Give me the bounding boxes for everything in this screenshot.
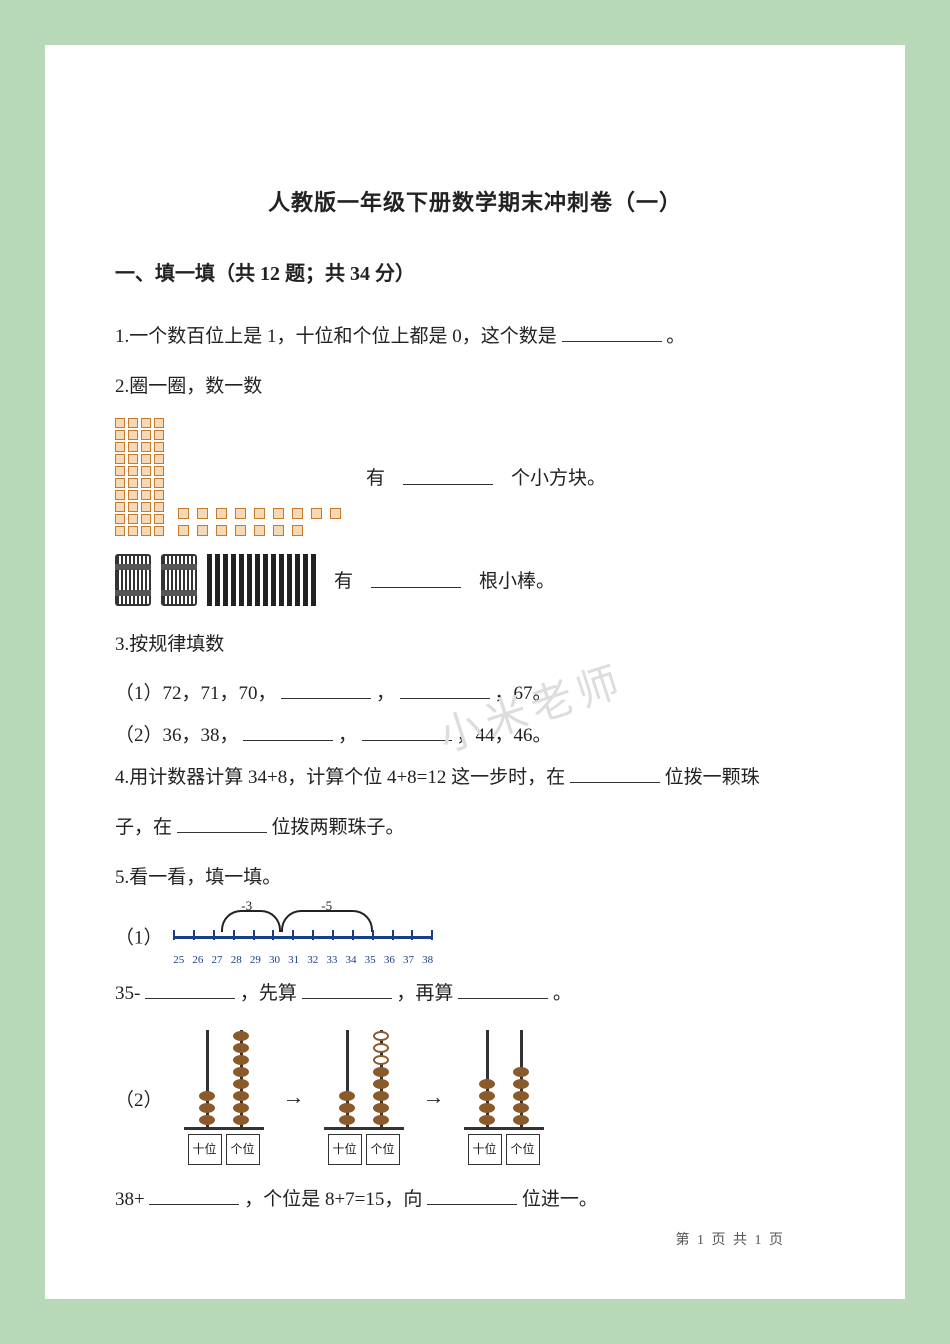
q5-1-mid2: ，再算 [396, 983, 453, 1004]
q2a-mid: 有 [366, 463, 385, 490]
q3-2-blank1 [243, 722, 333, 741]
q5-2-blank2 [427, 1186, 517, 1205]
q5-2-end: 位进一。 [522, 1189, 598, 1210]
q2b-mid: 有 [334, 566, 353, 593]
q4-b: 位拨一颗珠 [665, 767, 760, 788]
question-2-lead: 2.圈一圈，数一数 [115, 366, 835, 408]
q3-2-blank2 [362, 722, 452, 741]
blocks-figure [115, 418, 348, 536]
number-line-figure: -3 -5 2526272829303132333435363738 [173, 906, 433, 972]
abacus-2: 十位个位 [319, 1030, 409, 1164]
abacus-1: 十位个位 [179, 1030, 269, 1164]
numline-labels: 2526272829303132333435363738 [173, 948, 433, 972]
question-3-lead: 3.按规律填数 [115, 624, 835, 666]
q3-1-pre: （1）72，71，70， [115, 683, 277, 704]
q5-1-blank1 [145, 980, 235, 999]
q3-2-sep: ， [338, 725, 357, 746]
q4-blank1 [570, 764, 660, 783]
q1-text: 1.一个数百位上是 1，十位和个位上都是 0，这个数是 [115, 326, 557, 347]
arrow-icon: → [423, 1073, 445, 1121]
numline-arc1-label: -3 [241, 892, 252, 921]
sticks-figure [115, 554, 316, 606]
numline-arc2-label: -5 [321, 892, 332, 921]
ones-scatter [178, 484, 348, 536]
question-1: 1.一个数百位上是 1，十位和个位上都是 0，这个数是 。 [115, 316, 835, 358]
abacus-3: 十位个位 [459, 1030, 549, 1164]
q3-1: （1）72，71，70， ， ，67。 [115, 673, 835, 715]
section-heading: 一、填一填（共 12 题；共 34 分） [115, 257, 835, 286]
q5-1-pre: 35- [115, 983, 140, 1004]
q5-1-mid1: ，先算 [240, 983, 297, 1004]
q5-1-blank3 [458, 980, 548, 999]
exam-page: 小米老师 人教版一年级下册数学期末冲刺卷（一） 一、填一填（共 12 题；共 3… [45, 45, 905, 1299]
q5-1-line: 35- ，先算 ，再算 。 [115, 973, 835, 1015]
q4-d: 位拨两颗珠子。 [272, 817, 405, 838]
q3-1-sep: ， [376, 683, 395, 704]
q5-2-blank1 [149, 1186, 239, 1205]
page-footer: 第 1 页 共 1 页 [676, 1229, 786, 1249]
stick-bundle [161, 554, 197, 606]
tens-columns [115, 418, 164, 536]
q5-1-label: （1） [115, 928, 163, 949]
q2b-end: 根小棒。 [479, 566, 555, 593]
question-4: 4.用计数器计算 34+8，计算个位 4+8=12 这一步时，在 位拨一颗珠 [115, 757, 835, 799]
q1-end: 。 [666, 326, 685, 347]
q5-2-figure-row: （2） 十位个位 → [115, 1022, 835, 1178]
q1-blank [562, 323, 662, 342]
q3-2: （2）36，38， ， ，44，46。 [115, 715, 835, 757]
q2a-end: 个小方块。 [511, 463, 606, 490]
q4-c: 子，在 [115, 817, 172, 838]
q3-1-blank2 [400, 680, 490, 699]
arrow-icon: → [283, 1073, 305, 1121]
question-5-lead: 5.看一看，填一填。 [115, 857, 835, 899]
exam-title: 人教版一年级下册数学期末冲刺卷（一） [115, 185, 835, 217]
q3-2-pre: （2）36，38， [115, 725, 239, 746]
q3-1-blank1 [281, 680, 371, 699]
q2a-blank [403, 469, 493, 485]
q5-2-mid1: ，个位是 8+7=15，向 [244, 1189, 422, 1210]
q2a-row: 有 个小方块。 [115, 418, 835, 536]
q5-1-figure-row: （1） -3 -5 2526272829303132333435363738 [115, 906, 835, 972]
loose-sticks [207, 554, 316, 606]
q5-2-label: （2） [115, 1080, 163, 1122]
stick-bundle [115, 554, 151, 606]
q2b-blank [371, 572, 461, 588]
q5-2-pre: 38+ [115, 1189, 145, 1210]
q5-2-line: 38+ ，个位是 8+7=15，向 位进一。 [115, 1179, 835, 1221]
question-4-line2: 子，在 位拨两颗珠子。 [115, 807, 835, 849]
q4-blank2 [177, 814, 267, 833]
q5-1-blank2 [302, 980, 392, 999]
q5-1-end: 。 [553, 983, 572, 1004]
q3-1-post: ，67。 [495, 683, 552, 704]
q4-a: 4.用计数器计算 34+8，计算个位 4+8=12 这一步时，在 [115, 767, 565, 788]
q2b-row: 有 根小棒。 [115, 554, 835, 606]
abacus-sequence: 十位个位 → 十位个位 → [179, 1030, 549, 1164]
q3-2-post: ，44，46。 [457, 725, 552, 746]
